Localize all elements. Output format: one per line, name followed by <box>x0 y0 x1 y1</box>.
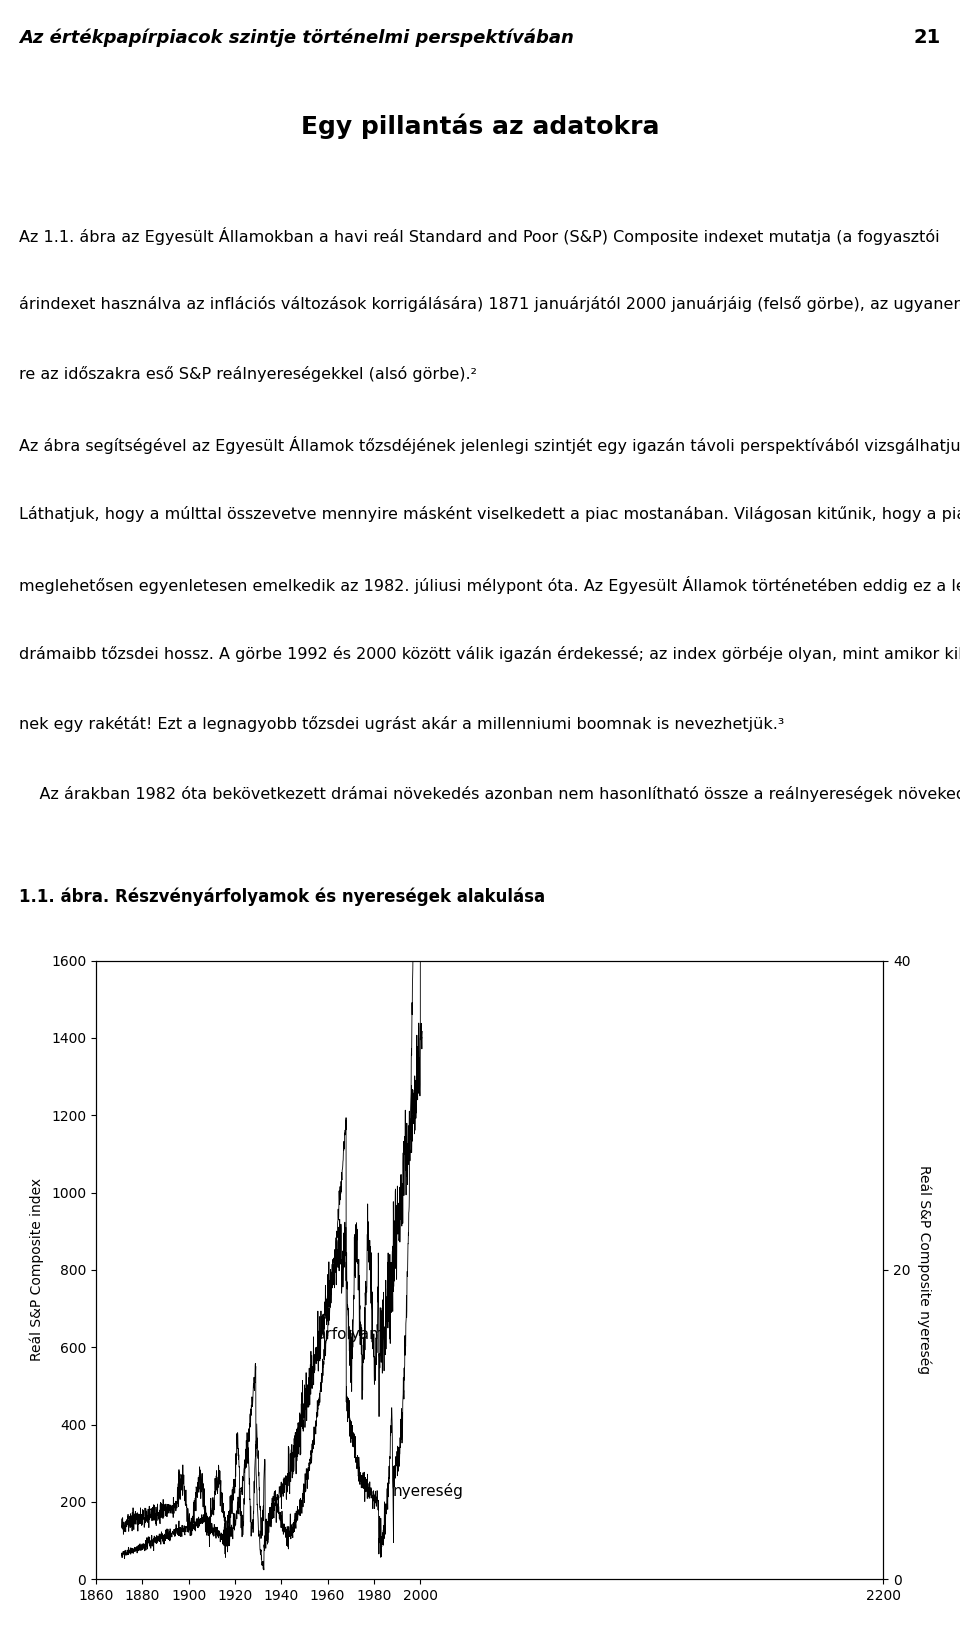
Text: Az értékpapírpiacok szintje történelmi perspektívában: Az értékpapírpiacok szintje történelmi p… <box>19 28 574 47</box>
Text: 21: 21 <box>914 28 941 47</box>
Text: Az ábra segítségével az Egyesült Államok tőzsdéjének jelenlegi szintjét egy igaz: Az ábra segítségével az Egyesült Államok… <box>19 436 960 454</box>
Text: 1.1. ábra. Részvényárfolyamok és nyereségek alakulása: 1.1. ábra. Részvényárfolyamok és nyeresé… <box>19 887 545 907</box>
Text: árindexet használva az inflációs változások korrigálására) 1871 januárjától 2000: árindexet használva az inflációs változá… <box>19 296 960 313</box>
Text: Láthatjuk, hogy a múlttal összevetve mennyire másként viselkedett a piac mostaná: Láthatjuk, hogy a múlttal összevetve men… <box>19 506 960 523</box>
Text: Az árakban 1982 óta bekövetkezett drámai növekedés azonban nem hasonlítható össz: Az árakban 1982 óta bekövetkezett drámai… <box>19 786 960 801</box>
Text: nyereség: nyereség <box>393 1483 464 1499</box>
Text: nek egy rakétát! Ezt a legnagyobb tőzsdei ugrást akár a millenniumi boomnak is n: nek egy rakétát! Ezt a legnagyobb tőzsde… <box>19 716 784 731</box>
Y-axis label: Reál S&P Composite index: Reál S&P Composite index <box>30 1179 44 1361</box>
Text: Egy pillantás az adatokra: Egy pillantás az adatokra <box>300 114 660 138</box>
Text: Az 1.1. ábra az Egyesült Államokban a havi reál Standard and Poor (S&P) Composit: Az 1.1. ábra az Egyesült Államokban a ha… <box>19 226 940 244</box>
Text: meglehetősen egyenletesen emelkedik az 1982. júliusi mélypont óta. Az Egyesült Á: meglehetősen egyenletesen emelkedik az 1… <box>19 576 960 594</box>
Text: re az időszakra eső S&P reálnyereségekkel (alsó görbe).²: re az időszakra eső S&P reálnyereségekke… <box>19 366 477 383</box>
Y-axis label: Reál S&P Composite nyereség: Reál S&P Composite nyereség <box>917 1166 931 1374</box>
Text: drámaibb tőzsdei hossz. A görbe 1992 és 2000 között válik igazán érdekessé; az i: drámaibb tőzsdei hossz. A görbe 1992 és … <box>19 646 960 663</box>
Text: árfolyam: árfolyam <box>316 1327 384 1343</box>
